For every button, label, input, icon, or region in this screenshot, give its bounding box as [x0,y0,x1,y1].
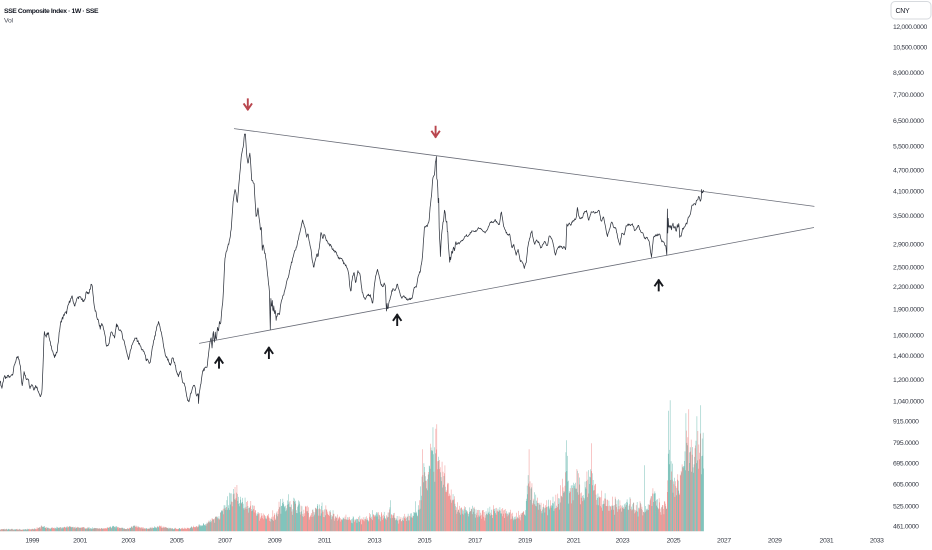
svg-text:CNY: CNY [896,8,911,15]
svg-text:2003: 2003 [121,538,135,545]
svg-text:2007: 2007 [218,538,232,545]
svg-text:6,500.0000: 6,500.0000 [893,118,924,125]
svg-text:2029: 2029 [768,538,782,545]
svg-text:7,700.0000: 7,700.0000 [893,92,924,99]
svg-text:1,400.0000: 1,400.0000 [893,353,924,360]
svg-text:2013: 2013 [368,538,382,545]
svg-text:2009: 2009 [268,538,282,545]
svg-text:695.0000: 695.0000 [893,460,919,467]
svg-text:2,900.0000: 2,900.0000 [893,242,924,249]
svg-text:2025: 2025 [667,538,681,545]
svg-text:SSE Composite Index · 1W · SSE: SSE Composite Index · 1W · SSE [4,8,99,15]
svg-text:2019: 2019 [518,538,532,545]
svg-text:605.0000: 605.0000 [893,482,919,489]
svg-text:2021: 2021 [567,538,581,545]
svg-text:3,500.0000: 3,500.0000 [893,213,924,220]
svg-text:2033: 2033 [870,538,884,545]
svg-text:915.0000: 915.0000 [893,418,919,425]
svg-text:1999: 1999 [25,538,39,545]
svg-text:2,200.0000: 2,200.0000 [893,284,924,291]
svg-text:461.0000: 461.0000 [893,523,919,530]
svg-text:5,500.0000: 5,500.0000 [893,144,924,151]
svg-text:4,700.0000: 4,700.0000 [893,168,924,175]
svg-text:1,900.0000: 1,900.0000 [893,306,924,313]
svg-text:2001: 2001 [73,538,87,545]
svg-text:4,100.0000: 4,100.0000 [893,189,924,196]
svg-text:2015: 2015 [418,538,432,545]
svg-text:795.0000: 795.0000 [893,440,919,447]
svg-text:8,900.0000: 8,900.0000 [893,70,924,77]
svg-text:2023: 2023 [616,538,630,545]
svg-text:525.0000: 525.0000 [893,503,919,510]
svg-text:2005: 2005 [170,538,184,545]
svg-text:10,500.0000: 10,500.0000 [893,45,928,52]
svg-text:2011: 2011 [318,538,332,545]
svg-text:2031: 2031 [820,538,834,545]
svg-text:1,200.0000: 1,200.0000 [893,377,924,384]
svg-text:2017: 2017 [468,538,482,545]
svg-text:2,500.0000: 2,500.0000 [893,264,924,271]
svg-text:1,600.0000: 1,600.0000 [893,333,924,340]
svg-text:12,000.0000: 12,000.0000 [893,24,928,31]
svg-text:Vol: Vol [4,18,14,25]
svg-text:2027: 2027 [717,538,731,545]
svg-text:1,040.0000: 1,040.0000 [893,399,924,406]
